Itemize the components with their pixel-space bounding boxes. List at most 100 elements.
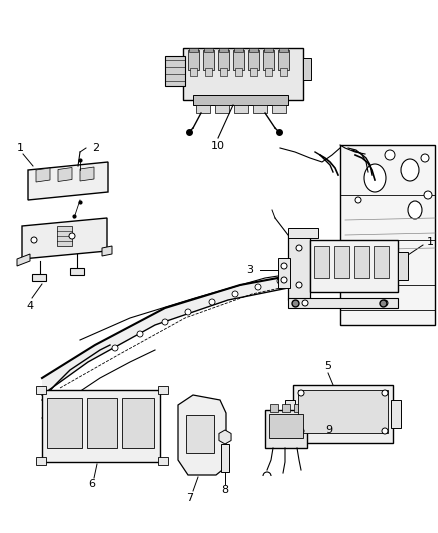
Text: 1: 1 — [17, 143, 24, 153]
Polygon shape — [102, 246, 112, 256]
Bar — [215, 105, 229, 113]
Bar — [310, 240, 398, 292]
Bar — [334, 246, 349, 278]
Text: 4: 4 — [26, 301, 34, 311]
Bar — [219, 48, 228, 52]
Text: 1: 1 — [427, 237, 434, 247]
Bar — [205, 68, 212, 76]
Polygon shape — [42, 262, 405, 395]
Circle shape — [112, 345, 118, 351]
Polygon shape — [22, 218, 107, 259]
Text: 2: 2 — [92, 143, 99, 153]
Circle shape — [325, 267, 331, 273]
Bar — [158, 457, 168, 465]
Bar — [294, 404, 302, 412]
Circle shape — [382, 428, 388, 434]
Bar — [391, 400, 401, 428]
Circle shape — [281, 277, 287, 283]
Bar — [190, 68, 197, 76]
Circle shape — [255, 284, 261, 290]
Bar — [196, 105, 210, 113]
Bar — [183, 48, 303, 100]
Ellipse shape — [408, 201, 422, 219]
Bar — [278, 50, 289, 70]
Circle shape — [421, 154, 429, 162]
Bar — [248, 50, 259, 70]
Bar — [122, 398, 154, 448]
Polygon shape — [36, 168, 50, 182]
Circle shape — [281, 263, 287, 269]
Bar — [282, 404, 290, 412]
Polygon shape — [178, 395, 226, 475]
Text: 8: 8 — [222, 485, 229, 495]
Bar — [265, 68, 272, 76]
Circle shape — [31, 237, 37, 243]
Polygon shape — [17, 254, 30, 266]
Bar — [293, 385, 393, 443]
Bar — [42, 390, 160, 462]
Text: 10: 10 — [211, 141, 225, 151]
Bar — [165, 56, 185, 86]
Bar — [250, 68, 257, 76]
Bar — [233, 50, 244, 70]
Circle shape — [382, 300, 388, 306]
Bar — [265, 410, 307, 448]
Bar — [303, 58, 311, 80]
Bar — [87, 398, 117, 448]
Bar — [253, 105, 267, 113]
Bar — [249, 48, 258, 52]
Text: 7: 7 — [187, 493, 194, 503]
Polygon shape — [219, 430, 231, 444]
Bar — [270, 404, 278, 412]
Circle shape — [277, 278, 283, 284]
Circle shape — [301, 272, 307, 278]
Circle shape — [424, 191, 432, 199]
Text: 6: 6 — [88, 479, 95, 489]
Bar — [280, 68, 287, 76]
Bar — [263, 50, 274, 70]
Polygon shape — [58, 167, 72, 182]
Circle shape — [298, 390, 304, 396]
Bar — [288, 298, 398, 308]
Bar — [193, 95, 288, 105]
Bar — [36, 457, 46, 465]
Bar — [279, 48, 288, 52]
Bar — [218, 50, 229, 70]
Text: 5: 5 — [325, 361, 332, 371]
Bar — [70, 268, 84, 275]
Bar — [288, 228, 318, 238]
Circle shape — [349, 263, 355, 269]
Text: 3: 3 — [247, 265, 254, 275]
Bar — [285, 400, 295, 428]
Bar — [158, 386, 168, 394]
Bar — [298, 390, 388, 433]
Circle shape — [298, 428, 304, 434]
Bar — [32, 274, 46, 281]
Circle shape — [185, 309, 191, 315]
Circle shape — [355, 197, 361, 203]
Bar — [398, 252, 408, 280]
Bar — [269, 414, 303, 438]
Bar — [272, 105, 286, 113]
Circle shape — [296, 245, 302, 251]
Circle shape — [209, 299, 215, 305]
Bar — [36, 386, 46, 394]
Bar — [186, 415, 214, 453]
Circle shape — [162, 319, 168, 325]
Ellipse shape — [364, 164, 386, 192]
Circle shape — [302, 300, 308, 306]
Bar — [234, 105, 248, 113]
Bar — [235, 68, 242, 76]
Bar — [204, 48, 213, 52]
Bar — [203, 50, 214, 70]
Circle shape — [69, 233, 75, 239]
Bar — [374, 246, 389, 278]
Circle shape — [232, 291, 238, 297]
Bar — [47, 398, 82, 448]
Bar — [189, 48, 198, 52]
Bar — [234, 48, 243, 52]
Bar — [340, 145, 435, 325]
Polygon shape — [80, 167, 94, 181]
Bar — [354, 246, 369, 278]
Bar — [188, 50, 199, 70]
